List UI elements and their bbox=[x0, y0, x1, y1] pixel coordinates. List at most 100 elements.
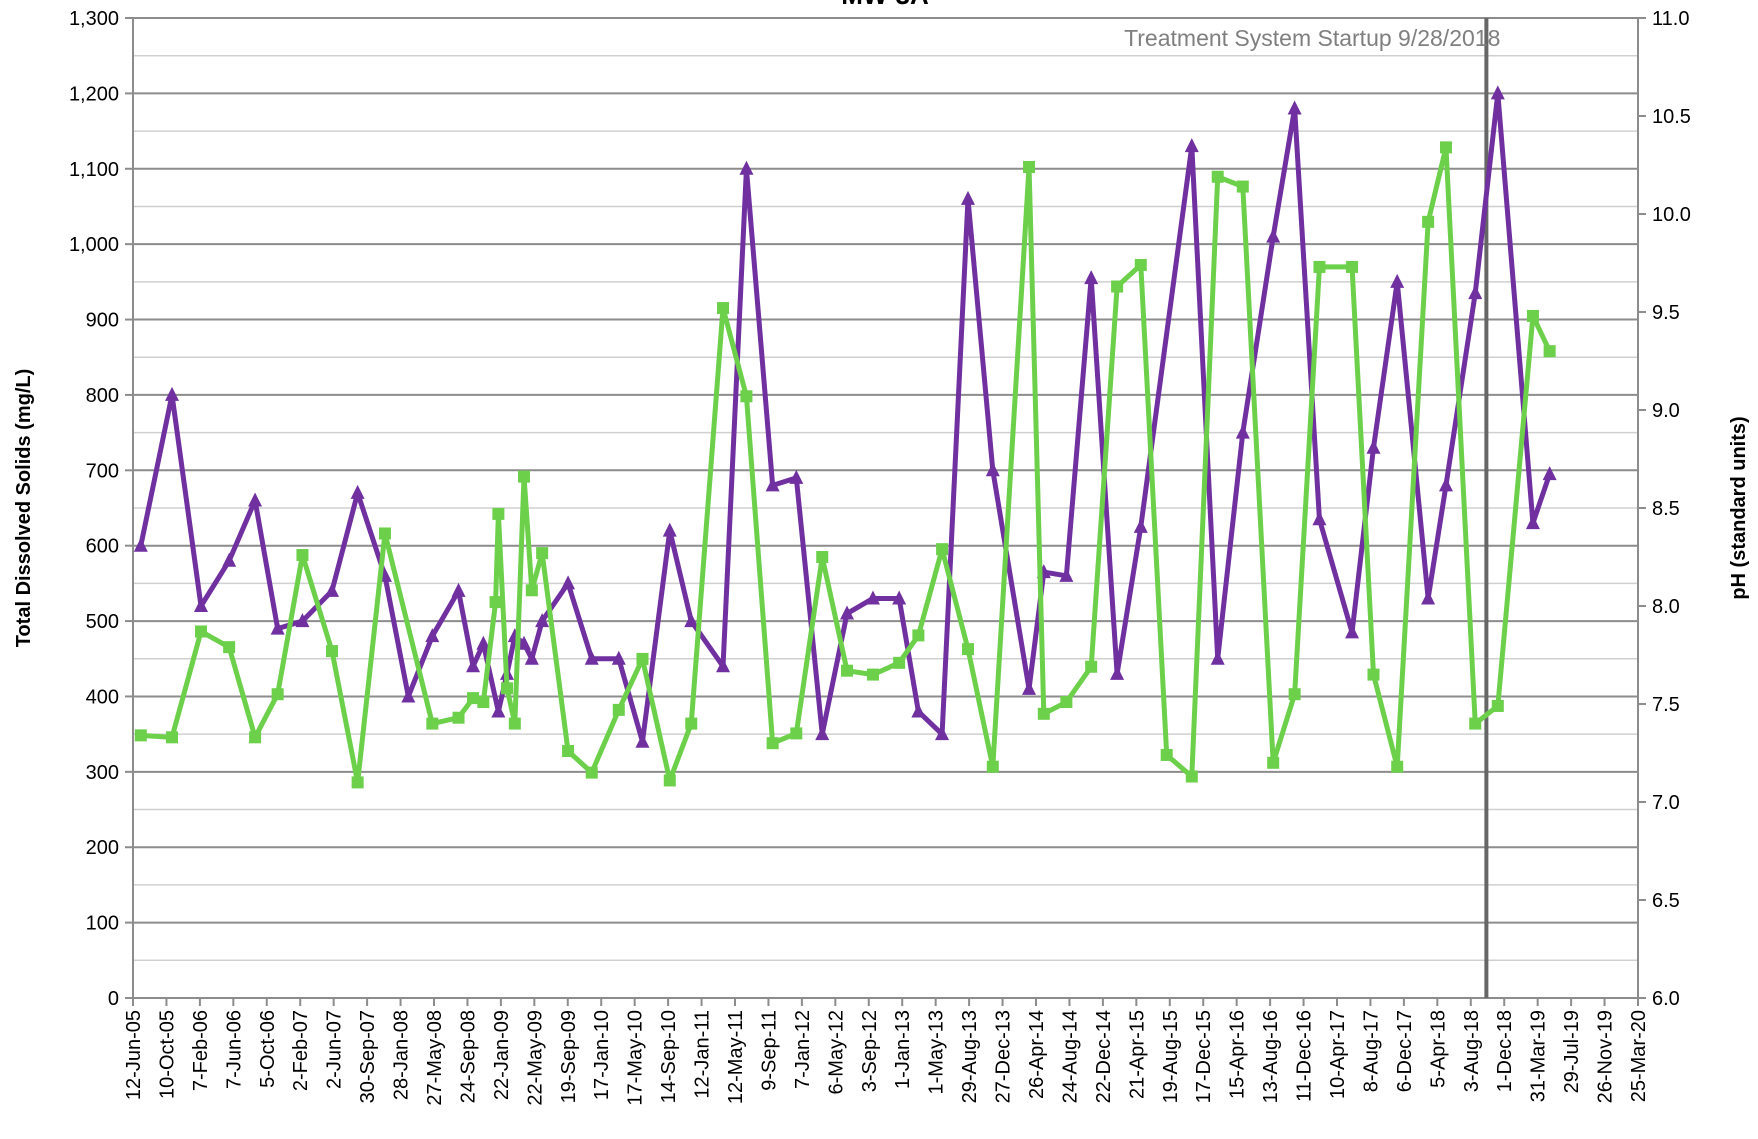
x-tick-label: 27-May-08 bbox=[424, 1010, 446, 1106]
x-tick-label: 1-Dec-18 bbox=[1494, 1010, 1516, 1092]
y-tick-label: 200 bbox=[86, 837, 119, 859]
marker bbox=[612, 703, 625, 716]
x-tick-label: 17-Jan-10 bbox=[591, 1010, 613, 1100]
x-tick-label: 2-Feb-07 bbox=[290, 1010, 312, 1091]
y2-tick-label: 6.0 bbox=[1652, 988, 1680, 1010]
x-tick-label: 24-Aug-14 bbox=[1059, 1010, 1081, 1103]
marker bbox=[425, 628, 440, 643]
x-tick-label: 21-Apr-15 bbox=[1126, 1010, 1148, 1099]
marker bbox=[1525, 515, 1540, 530]
y2-tick-label: 9.0 bbox=[1652, 400, 1680, 422]
marker bbox=[685, 717, 698, 730]
x-tick-label: 12-May-11 bbox=[725, 1010, 747, 1104]
marker bbox=[1313, 260, 1326, 273]
x-tick-label: 24-Sep-08 bbox=[457, 1010, 479, 1103]
marker bbox=[295, 613, 310, 628]
marker bbox=[467, 692, 480, 705]
x-tick-label: 12-Jun-05 bbox=[123, 1010, 145, 1100]
marker bbox=[271, 688, 284, 701]
marker bbox=[248, 492, 263, 507]
marker bbox=[840, 605, 855, 620]
marker bbox=[1391, 760, 1404, 773]
marker bbox=[1422, 215, 1435, 228]
x-tick-label: 22-May-09 bbox=[524, 1010, 546, 1106]
y-axis-label: Total Dissolved Solids (mg/L) bbox=[13, 369, 35, 648]
y-tick-label: 100 bbox=[86, 913, 119, 935]
x-tick-label: 2-Jun-07 bbox=[324, 1010, 346, 1089]
x-tick-label: 13-Aug-16 bbox=[1260, 1010, 1282, 1103]
y-tick-label: 500 bbox=[86, 611, 119, 633]
x-tick-label: 29-Aug-13 bbox=[959, 1010, 981, 1103]
x-tick-label: 30-Sep-07 bbox=[357, 1010, 379, 1103]
marker bbox=[1235, 424, 1250, 439]
marker bbox=[426, 717, 439, 730]
y-tick-label: 1,000 bbox=[69, 234, 119, 256]
marker bbox=[986, 760, 999, 773]
y-tick-label: 600 bbox=[86, 536, 119, 558]
marker bbox=[985, 462, 1000, 477]
marker bbox=[536, 547, 549, 560]
marker bbox=[491, 703, 506, 718]
marker bbox=[466, 658, 481, 673]
marker bbox=[739, 160, 754, 175]
x-tick-label: 26-Apr-14 bbox=[1026, 1010, 1048, 1099]
marker bbox=[1266, 228, 1281, 243]
y2-tick-label: 8.0 bbox=[1652, 596, 1680, 618]
y2-tick-label: 8.5 bbox=[1652, 498, 1680, 520]
marker bbox=[296, 549, 309, 562]
y-tick-label: 900 bbox=[86, 310, 119, 332]
y-tick-label: 1,200 bbox=[69, 83, 119, 105]
marker bbox=[270, 620, 285, 635]
x-tick-label: 6-Dec-17 bbox=[1394, 1010, 1416, 1092]
marker bbox=[912, 629, 925, 642]
marker bbox=[585, 766, 598, 779]
marker bbox=[518, 470, 531, 483]
annotation-label: Treatment System Startup 9/28/2018 bbox=[1124, 25, 1500, 51]
x-tick-label: 31-Mar-19 bbox=[1528, 1010, 1550, 1102]
marker bbox=[476, 635, 491, 650]
x-tick-label: 5-Apr-18 bbox=[1427, 1010, 1449, 1088]
marker bbox=[892, 590, 907, 605]
y2-tick-label: 10.5 bbox=[1652, 106, 1691, 128]
x-tick-label: 1-Jan-13 bbox=[892, 1010, 914, 1089]
marker bbox=[766, 737, 779, 750]
marker bbox=[524, 650, 539, 665]
x-tick-label: 7-Feb-06 bbox=[190, 1010, 212, 1091]
marker bbox=[716, 658, 731, 673]
x-tick-label: 29-Jul-19 bbox=[1561, 1010, 1583, 1093]
y2-tick-label: 6.5 bbox=[1652, 890, 1680, 912]
marker bbox=[1085, 660, 1098, 673]
marker bbox=[535, 613, 550, 628]
marker bbox=[865, 590, 880, 605]
marker bbox=[1111, 280, 1124, 293]
y-tick-label: 300 bbox=[86, 762, 119, 784]
marker bbox=[562, 745, 575, 758]
marker bbox=[517, 635, 532, 650]
marker bbox=[961, 643, 974, 656]
marker bbox=[1133, 518, 1148, 533]
x-tick-label: 10-Apr-17 bbox=[1327, 1010, 1349, 1099]
marker bbox=[584, 650, 599, 665]
x-tick-label: 25-Mar-20 bbox=[1628, 1010, 1650, 1102]
marker bbox=[935, 726, 950, 741]
x-tick-label: 14-Sep-10 bbox=[658, 1010, 680, 1103]
y-tick-label: 700 bbox=[86, 460, 119, 482]
x-tick-label: 3-Sep-12 bbox=[859, 1010, 881, 1092]
marker bbox=[1110, 665, 1125, 680]
marker bbox=[1134, 258, 1147, 271]
marker bbox=[452, 711, 465, 724]
x-tick-label: 8-Aug-17 bbox=[1360, 1010, 1382, 1092]
marker bbox=[1526, 309, 1539, 322]
y2-tick-label: 9.5 bbox=[1652, 302, 1680, 324]
marker bbox=[740, 390, 753, 403]
marker bbox=[1439, 141, 1452, 154]
marker bbox=[1160, 748, 1173, 761]
marker bbox=[1288, 688, 1301, 701]
marker bbox=[195, 625, 208, 638]
marker bbox=[717, 302, 730, 315]
marker bbox=[936, 543, 949, 556]
marker bbox=[1542, 466, 1557, 481]
x-tick-label: 26-Nov-19 bbox=[1595, 1010, 1617, 1103]
marker bbox=[841, 664, 854, 677]
